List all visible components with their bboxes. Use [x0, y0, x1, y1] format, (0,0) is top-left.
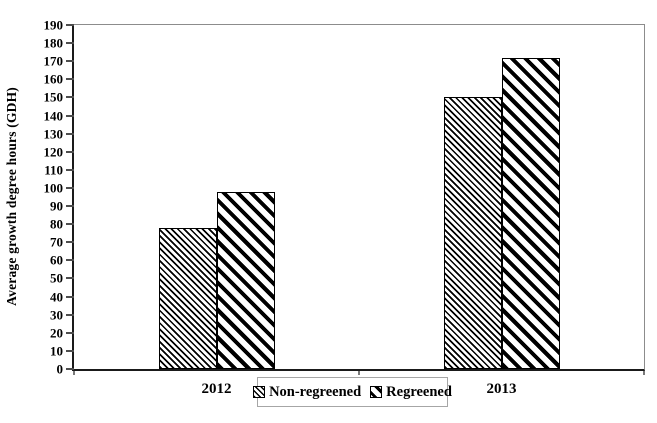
y-axis-tick	[66, 150, 74, 153]
legend-item: Non-regreened	[253, 385, 361, 400]
y-axis-tick-label: 180	[43, 35, 64, 51]
y-axis-tick	[66, 331, 74, 334]
y-axis-tick	[66, 295, 74, 298]
y-axis-tick-label: 130	[43, 126, 64, 142]
y-axis-tick	[66, 349, 74, 352]
y-axis-tick	[66, 96, 74, 99]
x-axis-tick	[73, 371, 75, 375]
y-axis-tick	[66, 42, 74, 45]
y-axis-tick	[66, 368, 74, 370]
legend-swatch-icon	[370, 386, 383, 398]
x-axis-category-label: 2012	[201, 381, 232, 397]
legend-label: Regreened	[386, 383, 452, 400]
y-axis-tick-label: 160	[43, 71, 64, 87]
bar-non-regreened-2012	[158, 227, 217, 369]
y-axis-title-container: Average growth degree hours (GDH)	[0, 24, 24, 368]
legend-label: Non-regreened	[269, 383, 362, 400]
y-axis-tick	[66, 168, 74, 171]
y-axis-tick	[66, 259, 74, 262]
y-axis-tick-label: 40	[50, 289, 63, 305]
y-axis-tick-label: 90	[50, 198, 63, 214]
y-axis-tick	[66, 24, 74, 26]
x-axis-category-label: 2013	[486, 381, 517, 397]
y-axis-tick	[66, 223, 74, 226]
y-axis-tick	[66, 60, 74, 63]
y-axis-tick	[66, 78, 74, 81]
y-axis-tick	[66, 277, 74, 280]
y-axis-tick-label: 0	[56, 361, 64, 377]
y-axis-tick	[66, 132, 74, 135]
y-axis-tick-label: 10	[50, 343, 63, 359]
y-axis-tick-label: 140	[43, 108, 64, 124]
y-axis-tick-label: 30	[50, 307, 63, 323]
bar-regreened-2013	[501, 57, 560, 369]
x-axis-tick	[358, 371, 360, 375]
y-axis-tick-label: 20	[50, 325, 63, 341]
bar-non-regreened-2013	[443, 97, 502, 369]
y-axis-tick	[66, 241, 74, 244]
y-axis-tick	[66, 205, 74, 208]
x-axis-tick	[643, 371, 645, 375]
y-axis-tick-label: 120	[43, 144, 64, 160]
plot-area: 0 10 20 30 40 50 60 70 80 90 100 110 120 130 140 150 160…	[44, 19, 645, 397]
y-axis-tick-label: 110	[44, 162, 63, 178]
y-axis-tick	[66, 313, 74, 316]
y-axis-tick-label: 150	[43, 89, 64, 105]
y-axis-tick-label: 170	[43, 53, 64, 69]
legend-item: Regreened	[370, 385, 452, 400]
y-axis-tick-label: 190	[43, 17, 64, 33]
y-axis-title: Average growth degree hours (GDH)	[4, 86, 19, 306]
legend: Non-regreened Regreened	[253, 377, 452, 407]
y-axis-tick-label: 50	[50, 270, 63, 286]
y-axis-tick	[66, 114, 74, 117]
bar-regreened-2012	[216, 191, 275, 369]
y-axis-tick-label: 60	[50, 252, 63, 268]
y-axis-tick	[66, 186, 74, 189]
legend-swatch-icon	[253, 386, 266, 398]
y-axis-tick-label: 70	[50, 234, 63, 250]
y-axis-tick-label: 80	[50, 216, 63, 232]
y-axis-tick-label: 100	[43, 180, 64, 196]
